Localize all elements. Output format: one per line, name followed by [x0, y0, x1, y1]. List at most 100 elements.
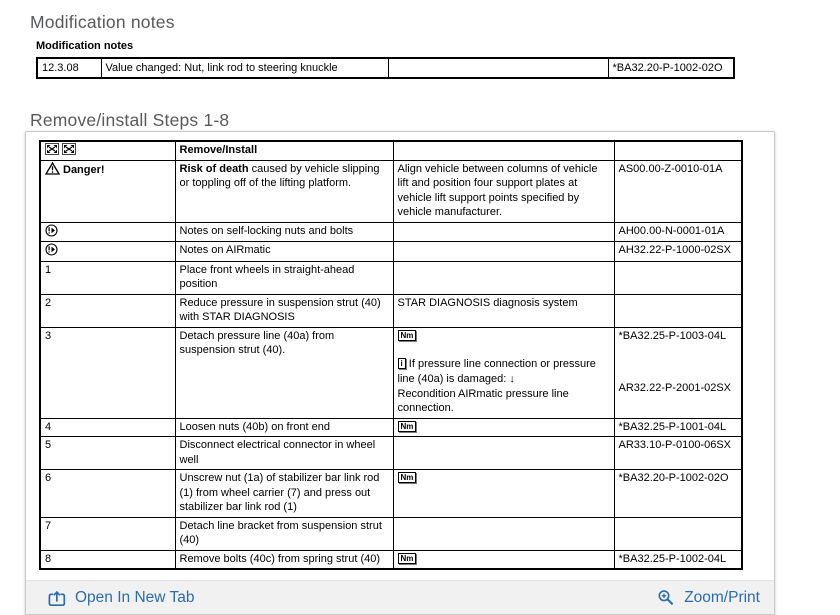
steps-table-body: Remove/Install Danger! Risk of death cause… [39, 140, 743, 570]
details-cell: STAR DIAGNOSIS diagnosis system [392, 293, 615, 328]
step-key-cell: 4 [39, 417, 176, 438]
action-cell: Risk of death caused by vehicle slipping… [174, 159, 394, 223]
table-row: Danger! Risk of death caused by vehicle s… [39, 159, 743, 223]
page-title-modification-notes: Modification notes [30, 12, 175, 32]
document-code-cell [613, 516, 743, 551]
document-code-cell: AH32.22-P-1000-02SX [613, 241, 743, 262]
document-code-cell: AS00.00-Z-0010-01A [613, 159, 743, 223]
document-code: AH00.00-N-0001-01A [618, 224, 725, 237]
document-code-cell: *BA32.20-P-1002-02O [613, 469, 743, 518]
open-new-tab-icon [48, 589, 67, 607]
torque-nm-icon: Nm [397, 329, 417, 341]
action-cell: Place front wheels in straight-ahead pos… [174, 260, 394, 295]
action-cell: Loosen nuts (40b) on front end [174, 417, 394, 438]
document-code-cell: AH00.00-N-0001-01A [613, 221, 743, 243]
zoom-print-label: Zoom/Print [684, 588, 760, 606]
details-cell: Align vehicle between columns of vehicle… [392, 159, 615, 223]
modification-notes-table: 12.3.08 Value changed: Nut, link rod to … [36, 57, 735, 80]
details-cell: Nm [392, 469, 615, 518]
open-in-new-tab-label: Open In New Tab [75, 588, 195, 606]
action-cell: Reduce pressure in suspension strut (40)… [174, 293, 394, 328]
expand-arrows-icon[interactable] [62, 143, 76, 156]
step-key-cell: 7 [39, 516, 176, 551]
torque-nm-icon: Nm [397, 420, 417, 432]
document-code-cell: AR33.10-P-0100-06SX [613, 436, 743, 471]
table-row: Remove/Install [39, 140, 743, 161]
table-row: 4 Loosen nuts (40b) on front end Nm *BA32.2… [39, 417, 743, 438]
table-row: Notes on self-locking nuts and bolts AH00… [39, 221, 743, 243]
details-cell [392, 241, 615, 262]
table-row: 7 Detach line bracket from suspension str… [39, 516, 743, 551]
table-row: 5 Disconnect electrical connector in whee… [39, 436, 743, 471]
action-cell: Notes on self-locking nuts and bolts [174, 221, 394, 243]
danger-label: Danger! [63, 163, 105, 176]
viewer-toolbar: Open In New Tab Zoom/Print [26, 580, 774, 615]
document-code: AH32.22-P-1000-02SX [618, 244, 732, 257]
mod-blank-cell [387, 57, 609, 79]
expand-arrows-icon[interactable] [45, 143, 59, 156]
zoom-print-button[interactable]: Zoom/Print [657, 589, 760, 607]
remove-install-table: Remove/Install Danger! Risk of death cause… [39, 140, 743, 571]
zoom-magnifier-icon [657, 589, 676, 607]
warning-triangle-icon [45, 161, 60, 175]
action-cell: Detach pressure line (40a) from suspensi… [174, 326, 394, 419]
step-key-cell: 5 [39, 436, 176, 471]
document-code: *BA32.25-P-1003-04L [618, 329, 727, 342]
details-cell: Nm [392, 417, 615, 438]
document-code-cell [613, 140, 743, 161]
document-code-cell [613, 260, 743, 295]
note-icon [45, 243, 58, 256]
action-cell: Remove/Install [174, 140, 394, 161]
details-cell: Nm i If pressure line connection or press… [392, 326, 615, 419]
document-panel: Remove/Install Danger! Risk of death cause… [25, 131, 775, 615]
step-key-cell [39, 221, 176, 243]
action-cell: Disconnect electrical connector in wheel… [174, 436, 394, 471]
action-cell: Unscrew nut (1a) of stabilizer bar link … [174, 469, 394, 518]
document-code-cell: *BA32.25-P-1003-04L AR32.22-P-2001-02SX [613, 326, 743, 419]
details-cell [392, 140, 615, 161]
step-key-cell: 2 [39, 293, 176, 328]
details-cell [392, 436, 615, 471]
action-cell: Remove bolts (40c) from spring strut (40… [174, 549, 394, 570]
action-cell: Notes on AIRmatic [174, 241, 394, 262]
mod-change-cell: Value changed: Nut, link rod to steering… [100, 57, 389, 79]
torque-nm-icon: Nm [397, 552, 417, 564]
action-cell: Detach line bracket from suspension stru… [174, 516, 394, 551]
modification-notes-table-label: Modification notes [36, 40, 134, 52]
table-row: 6 Unscrew nut (1a) of stabilizer bar link… [39, 469, 743, 518]
step-key-cell: 6 [39, 469, 176, 518]
document-code-cell [613, 293, 743, 328]
step-key-cell [39, 140, 176, 161]
document-code: AR33.10-P-0100-06SX [618, 439, 732, 452]
table-row: Notes on AIRmatic AH32.22-P-1000-02SX [39, 241, 743, 262]
document-code: *BA32.25-P-1001-04L [618, 420, 727, 433]
step-key-cell: 3 [39, 326, 176, 419]
step-key-cell [39, 241, 176, 262]
document-code-cell: *BA32.25-P-1001-04L [613, 417, 743, 438]
table-row: 12.3.08 Value changed: Nut, link rod to … [36, 57, 735, 79]
document-code: AS00.00-Z-0010-01A [618, 162, 723, 175]
document-code: *BA32.20-P-1002-02O [618, 472, 729, 485]
document-code-cell: *BA32.25-P-1002-04L [613, 549, 743, 570]
step-key-cell: Danger! [39, 159, 176, 223]
details-cell [392, 221, 615, 243]
page-title-remove-install: Remove/install Steps 1-8 [30, 110, 230, 131]
details-cell [392, 516, 615, 551]
details-cell: Nm [392, 549, 615, 570]
open-in-new-tab-button[interactable]: Open In New Tab [48, 589, 194, 607]
mod-code-cell: *BA32.20-P-1002-02O [607, 57, 735, 79]
step-key-cell: 1 [39, 260, 176, 295]
step-key-cell: 8 [39, 549, 176, 570]
table-row: 1 Place front wheels in straight-ahead po… [39, 260, 743, 295]
details-cell [392, 260, 615, 295]
mod-date-cell: 12.3.08 [36, 57, 102, 79]
table-row: 3 Detach pressure line (40a) from suspens… [39, 326, 743, 419]
document-code: *BA32.25-P-1002-04L [618, 552, 727, 565]
info-icon: i [397, 358, 406, 370]
torque-nm-icon: Nm [397, 472, 417, 484]
document-code: AR32.22-P-2001-02SX [618, 382, 732, 395]
note-icon [45, 224, 58, 237]
table-row: 2 Reduce pressure in suspension strut (40… [39, 293, 743, 328]
table-row: 8 Remove bolts (40c) from spring strut (4… [39, 549, 743, 570]
